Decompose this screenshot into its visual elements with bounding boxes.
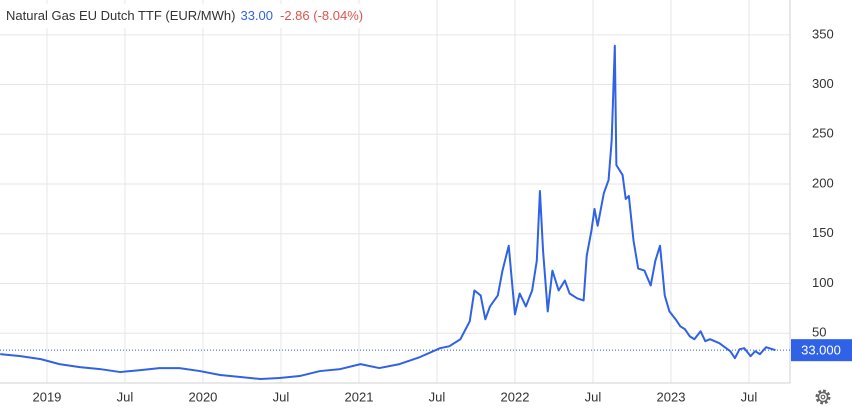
last-value-box	[791, 339, 852, 362]
last-price: 33.00	[240, 8, 273, 23]
gear-hole	[820, 394, 826, 400]
x-tick-label: Jul	[117, 389, 134, 404]
x-tick-label: Jul	[585, 389, 602, 404]
title-text: Natural Gas EU Dutch TTF (EUR/MWh)	[6, 8, 235, 23]
y-tick-label: 100	[812, 275, 834, 290]
y-tick-label: 250	[812, 126, 834, 141]
settings-icon[interactable]	[815, 389, 831, 405]
x-tick-label: Jul	[273, 389, 290, 404]
gear-teeth	[815, 389, 831, 405]
title-background	[0, 4, 425, 28]
x-tick-label: 2023	[657, 389, 686, 404]
gear-body	[817, 391, 829, 403]
y-tick-label: 150	[812, 225, 834, 240]
y-tick-label: 300	[812, 76, 834, 91]
price-line	[0, 44, 776, 381]
price-change: -2.86 (-8.04%)	[280, 8, 363, 23]
x-tick-label: Jul	[429, 389, 446, 404]
grid	[0, 0, 790, 383]
y-tick-label: 200	[812, 175, 834, 190]
y-tick-label: 50	[812, 325, 826, 340]
y-tick-label: 350	[812, 26, 834, 41]
x-tick-label: Jul	[741, 389, 758, 404]
last-value-label: 33.000	[801, 343, 841, 358]
plot	[0, 44, 790, 381]
chart-title: Natural Gas EU Dutch TTF (EUR/MWh) 33.00-…	[6, 8, 363, 23]
x-tick-label: 2019	[32, 389, 61, 404]
x-tick-label: 2020	[188, 389, 217, 404]
x-tick-label: 2022	[501, 389, 530, 404]
x-tick-label: 2021	[345, 389, 374, 404]
